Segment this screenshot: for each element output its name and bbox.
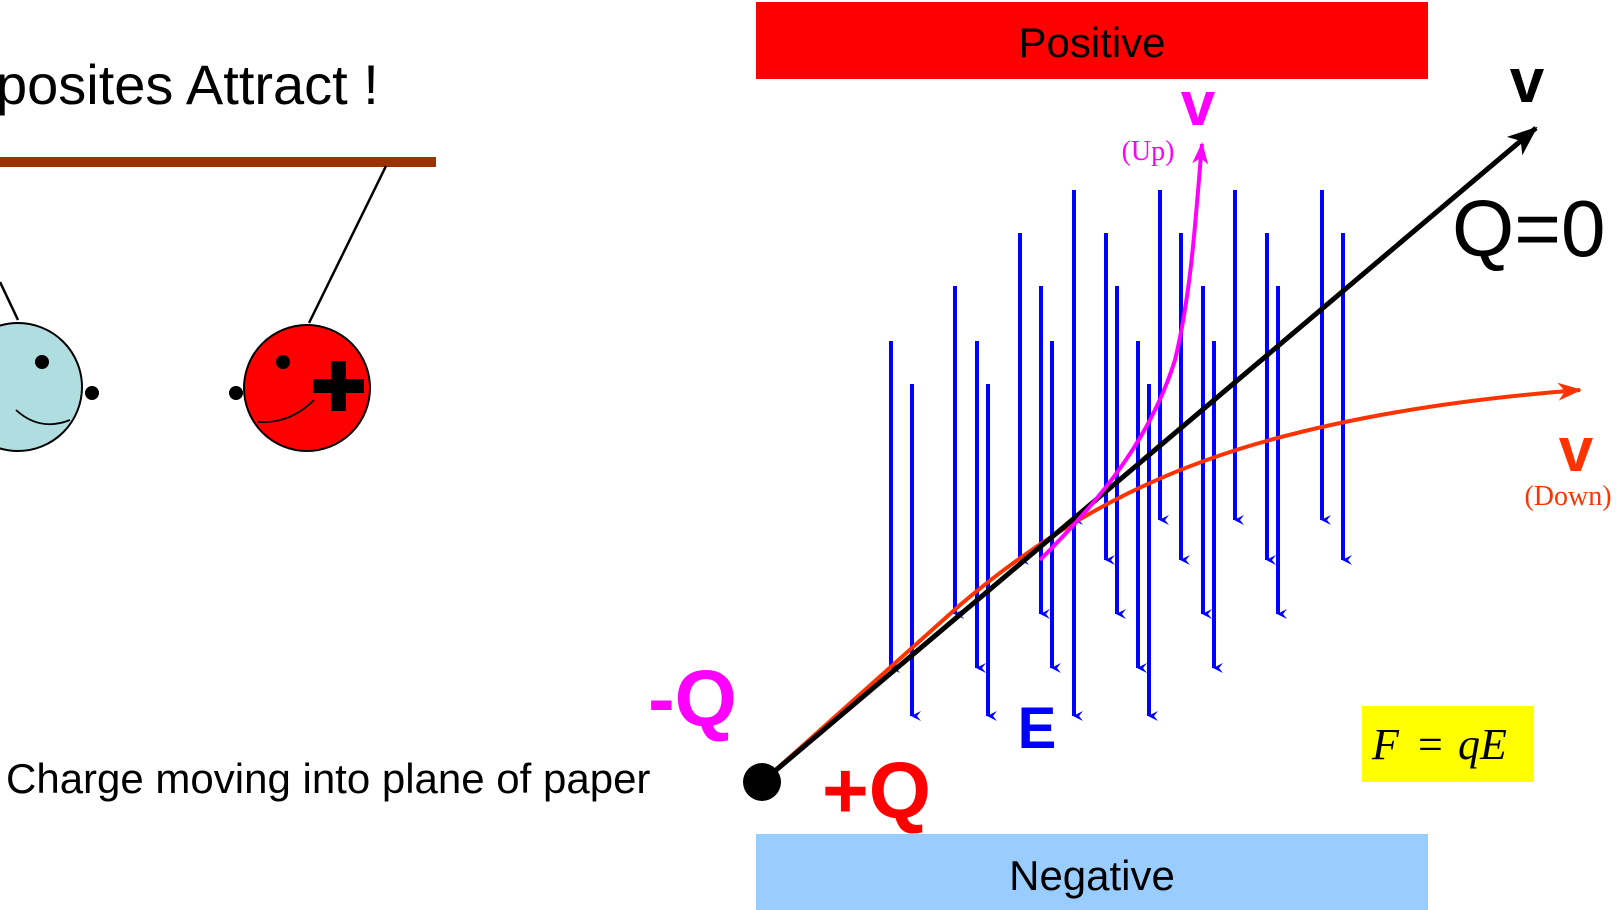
positive-velocity-label: v [1559,416,1594,485]
right-ball [229,324,371,452]
formula-box [1362,706,1534,782]
field-label: E [1018,696,1057,761]
neutral-charge-path [760,126,1538,784]
formula-rhs: qE [1458,720,1507,769]
positive-plate [756,2,1428,79]
formula-eq: = [1418,720,1443,769]
left-ball [0,322,99,452]
formula-lhs: F [1371,720,1400,769]
left-ball-string [0,281,20,321]
negative-charge-path [1038,142,1209,562]
right-ball-string [307,165,388,324]
negative-plate [756,834,1428,910]
left-title: posites Attract ! [0,53,379,116]
negative-direction-label: (Up) [1122,136,1175,167]
positive-plate-label: Positive [1018,19,1165,66]
negative-charge-label: -Q [648,654,737,743]
moving-charge-dot [743,763,781,801]
neutral-velocity-label: v [1510,47,1545,116]
positive-direction-label: (Down) [1524,481,1611,512]
negative-plate-label: Negative [1009,852,1175,899]
negative-velocity-label: v [1181,70,1216,139]
neutral-charge-label: Q=0 [1452,184,1605,273]
charge-caption: Charge moving into plane of paper [6,755,650,802]
formula: F = qE [1371,720,1507,769]
positive-charge-label: +Q [822,746,931,835]
field-arrows [889,190,1352,721]
plus-sign [313,361,364,411]
